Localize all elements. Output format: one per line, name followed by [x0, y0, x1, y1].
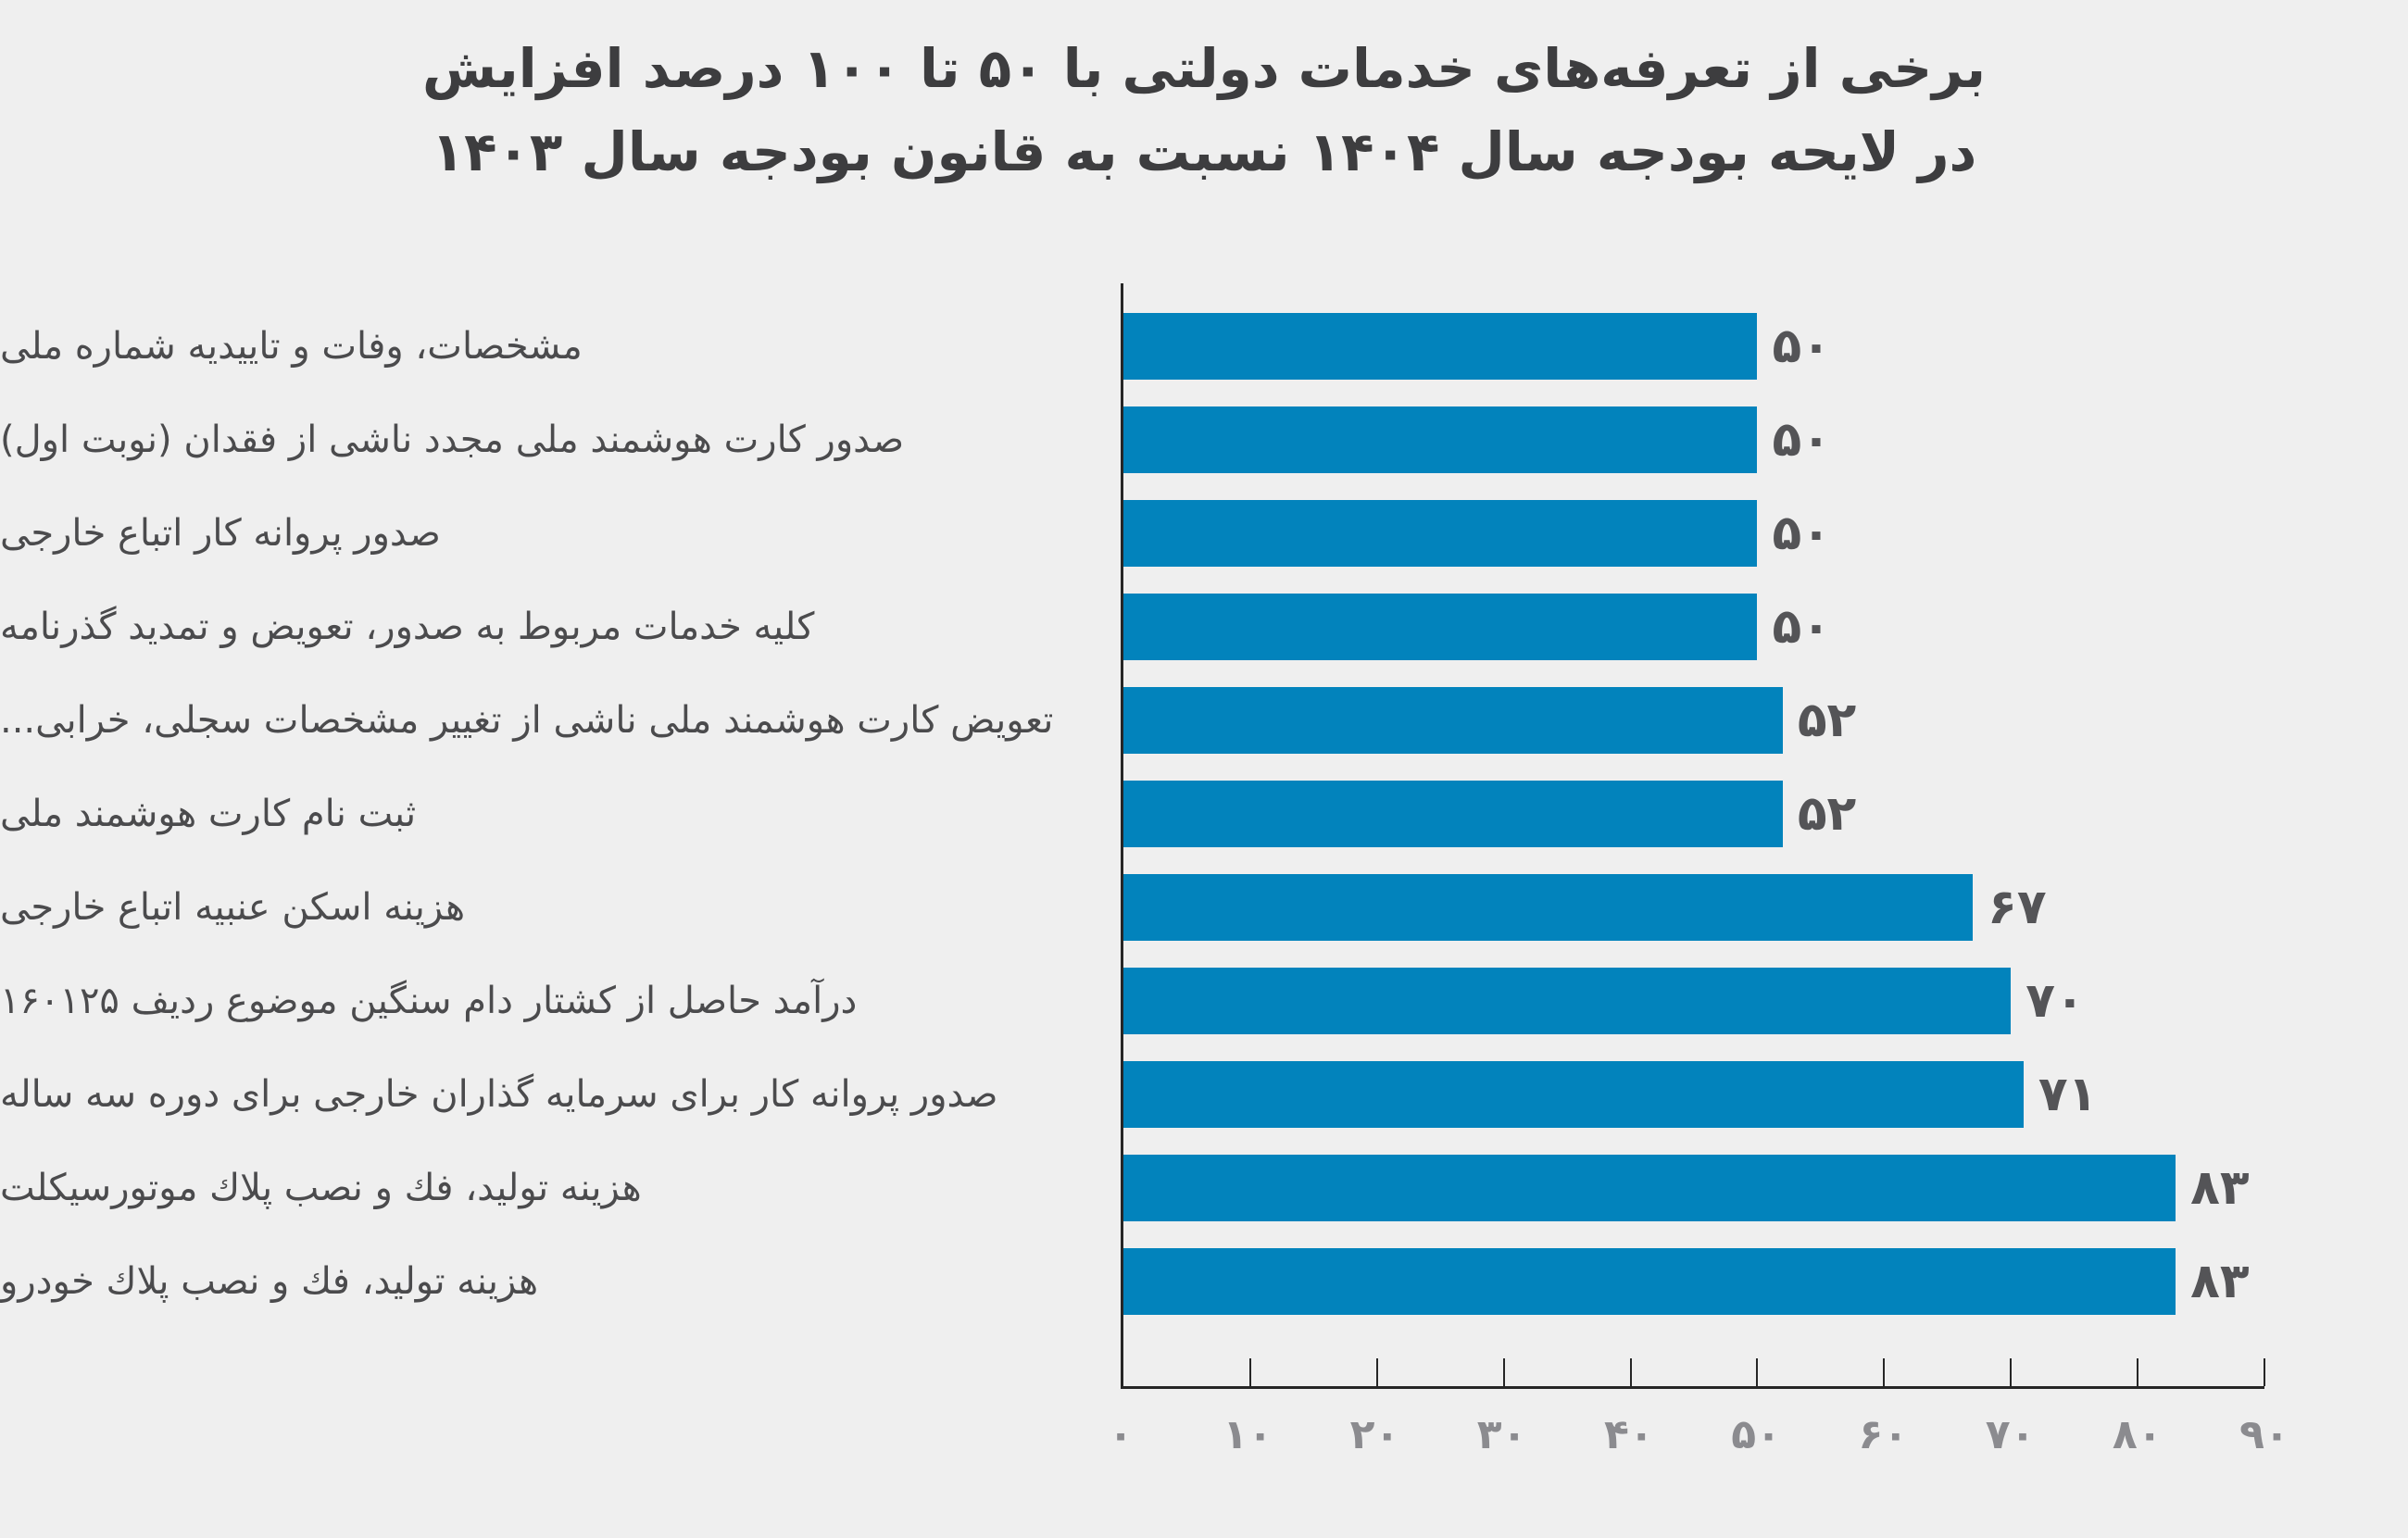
x-axis-tick-labels: ۰ ۱۰ ۲۰ ۳۰ ۴۰ ۵۰ ۶۰ ۷۰ ۸۰ ۹۰ — [1109, 1410, 2289, 1476]
bar — [1123, 687, 1783, 755]
chart-title: برخی از تعرفه‌های خدمات دولتی با ۵۰ تا ۱… — [0, 0, 2408, 194]
bar-row: ۸۳ — [1123, 1235, 2264, 1329]
category-label: مشخصات، وفات و تاییدیه شماره ملی — [0, 325, 583, 369]
category-label: درآمد حاصل از کشتار دام سنگین موضوع ردیف… — [0, 980, 858, 1023]
bar-value-label: ۶۷ — [1988, 880, 2047, 936]
x-axis-tick-mark — [1629, 1357, 1632, 1386]
x-axis-tick-mark — [2010, 1357, 2013, 1386]
category-label: هزینه تولید، فك و نصب پلاك خودرو — [0, 1260, 539, 1304]
bar — [1123, 1248, 2176, 1316]
x-axis-tick-label: ۷۰ — [1985, 1410, 2036, 1458]
x-axis-tick-mark — [1756, 1357, 1759, 1386]
category-label: صدور کارت هوشمند ملی مجدد ناشی از فقدان … — [0, 419, 905, 462]
x-axis-tick-label: ۴۰ — [1604, 1410, 1654, 1458]
category-label: کلیه خدمات مربوط به صدور، تعویض و تمدید … — [0, 606, 815, 649]
bar — [1123, 968, 2012, 1035]
bar-value-label: ۵۰ — [1772, 412, 1831, 469]
bar-row: ۵۰ — [1123, 487, 2264, 581]
bar — [1123, 313, 1758, 381]
bar — [1123, 1061, 2024, 1129]
x-axis-tick-label: ۸۰ — [2112, 1410, 2163, 1458]
bar — [1123, 1155, 2176, 1222]
category-label: صدور پروانه کار برای سرمایه گذاران خارجی… — [0, 1073, 998, 1117]
category-label: تعویض کارت هوشمند ملی ناشی از تغییر مشخص… — [0, 699, 1054, 743]
bar-row: ۵۲ — [1123, 674, 2264, 768]
plot-area: ۵۰ ۵۰ ۵۰ ۵۰ ۵۲ ۵۲ ۶۷ ۷۰ ۷۱ ۸۳ ۸۳ — [1121, 282, 2265, 1389]
bar-value-label: ۸۳ — [2190, 1254, 2250, 1310]
category-label: ثبت نام کارت هوشمند ملی — [0, 793, 417, 836]
bar-value-label: ۸۳ — [2190, 1160, 2250, 1217]
x-axis-tick-label: ۲۰ — [1349, 1410, 1400, 1458]
x-axis-tick-label: ۹۰ — [2239, 1410, 2289, 1458]
bar-value-label: ۵۰ — [1772, 319, 1831, 375]
x-axis-tick-label: ۳۰ — [1476, 1410, 1527, 1458]
bar — [1123, 406, 1758, 474]
bar-value-label: ۷۱ — [2038, 1067, 2098, 1123]
bar-value-label: ۷۰ — [2025, 973, 2085, 1030]
x-axis-tick-mark — [1248, 1357, 1251, 1386]
x-axis-tick-mark — [2137, 1357, 2139, 1386]
x-axis-tick-mark — [1502, 1357, 1505, 1386]
x-axis-tick-label: ۶۰ — [1858, 1410, 1909, 1458]
plot-wrapper: ۵۰ ۵۰ ۵۰ ۵۰ ۵۲ ۵۲ ۶۷ ۷۰ ۷۱ ۸۳ ۸۳ ۰ ۱۰ ۲۰ ۳۰ ۴۰ ۵۰ ۶۰ ۷۰ ۸۰… — [1109, 282, 2408, 1476]
bar-row: ۵۲ — [1123, 768, 2264, 861]
bar — [1123, 594, 1758, 661]
bar-row: ۵۰ — [1123, 394, 2264, 487]
chart-title-line2: در لایحه بودجه سال ۱۴۰۴ نسبت به قانون بو… — [431, 119, 1977, 183]
bar-row: ۵۰ — [1123, 581, 2264, 674]
bar-row: ۵۰ — [1123, 300, 2264, 394]
x-axis-tick-mark — [1375, 1357, 1378, 1386]
bar-row: ۷۱ — [1123, 1048, 2264, 1142]
bar-value-label: ۵۰ — [1772, 506, 1831, 562]
x-axis-tick-label: ۵۰ — [1731, 1410, 1781, 1458]
x-axis-tick-label: ۱۰ — [1223, 1410, 1273, 1458]
category-label: هزینه اسکن عنبیه اتباع خارجی — [0, 886, 466, 930]
x-axis-tick-mark — [2264, 1357, 2265, 1386]
bar-row: ۷۰ — [1123, 955, 2264, 1048]
category-labels-column: مشخصات، وفات و تاییدیه شماره ملی صدور کار… — [0, 283, 1121, 1476]
category-label: صدور پروانه کار اتباع خارجی — [0, 512, 441, 556]
bar-row: ۸۳ — [1123, 1142, 2264, 1235]
x-axis-tick-mark — [1883, 1357, 1886, 1386]
bar-value-label: ۵۲ — [1797, 693, 1857, 749]
bar — [1123, 500, 1758, 568]
bar-row: ۶۷ — [1123, 861, 2264, 955]
x-axis-tick-label: ۰ — [1108, 1410, 1134, 1458]
chart-title-line1: برخی از تعرفه‌های خدمات دولتی با ۵۰ تا ۱… — [421, 37, 1987, 100]
bar — [1123, 874, 1974, 942]
bar — [1123, 781, 1783, 848]
bar-chart: مشخصات، وفات و تاییدیه شماره ملی صدور کار… — [0, 282, 2408, 1476]
bar-value-label: ۵۰ — [1772, 599, 1831, 656]
bar-value-label: ۵۲ — [1797, 786, 1857, 843]
category-label: هزینه تولید، فك و نصب پلاك موتورسیکلت — [0, 1167, 642, 1210]
